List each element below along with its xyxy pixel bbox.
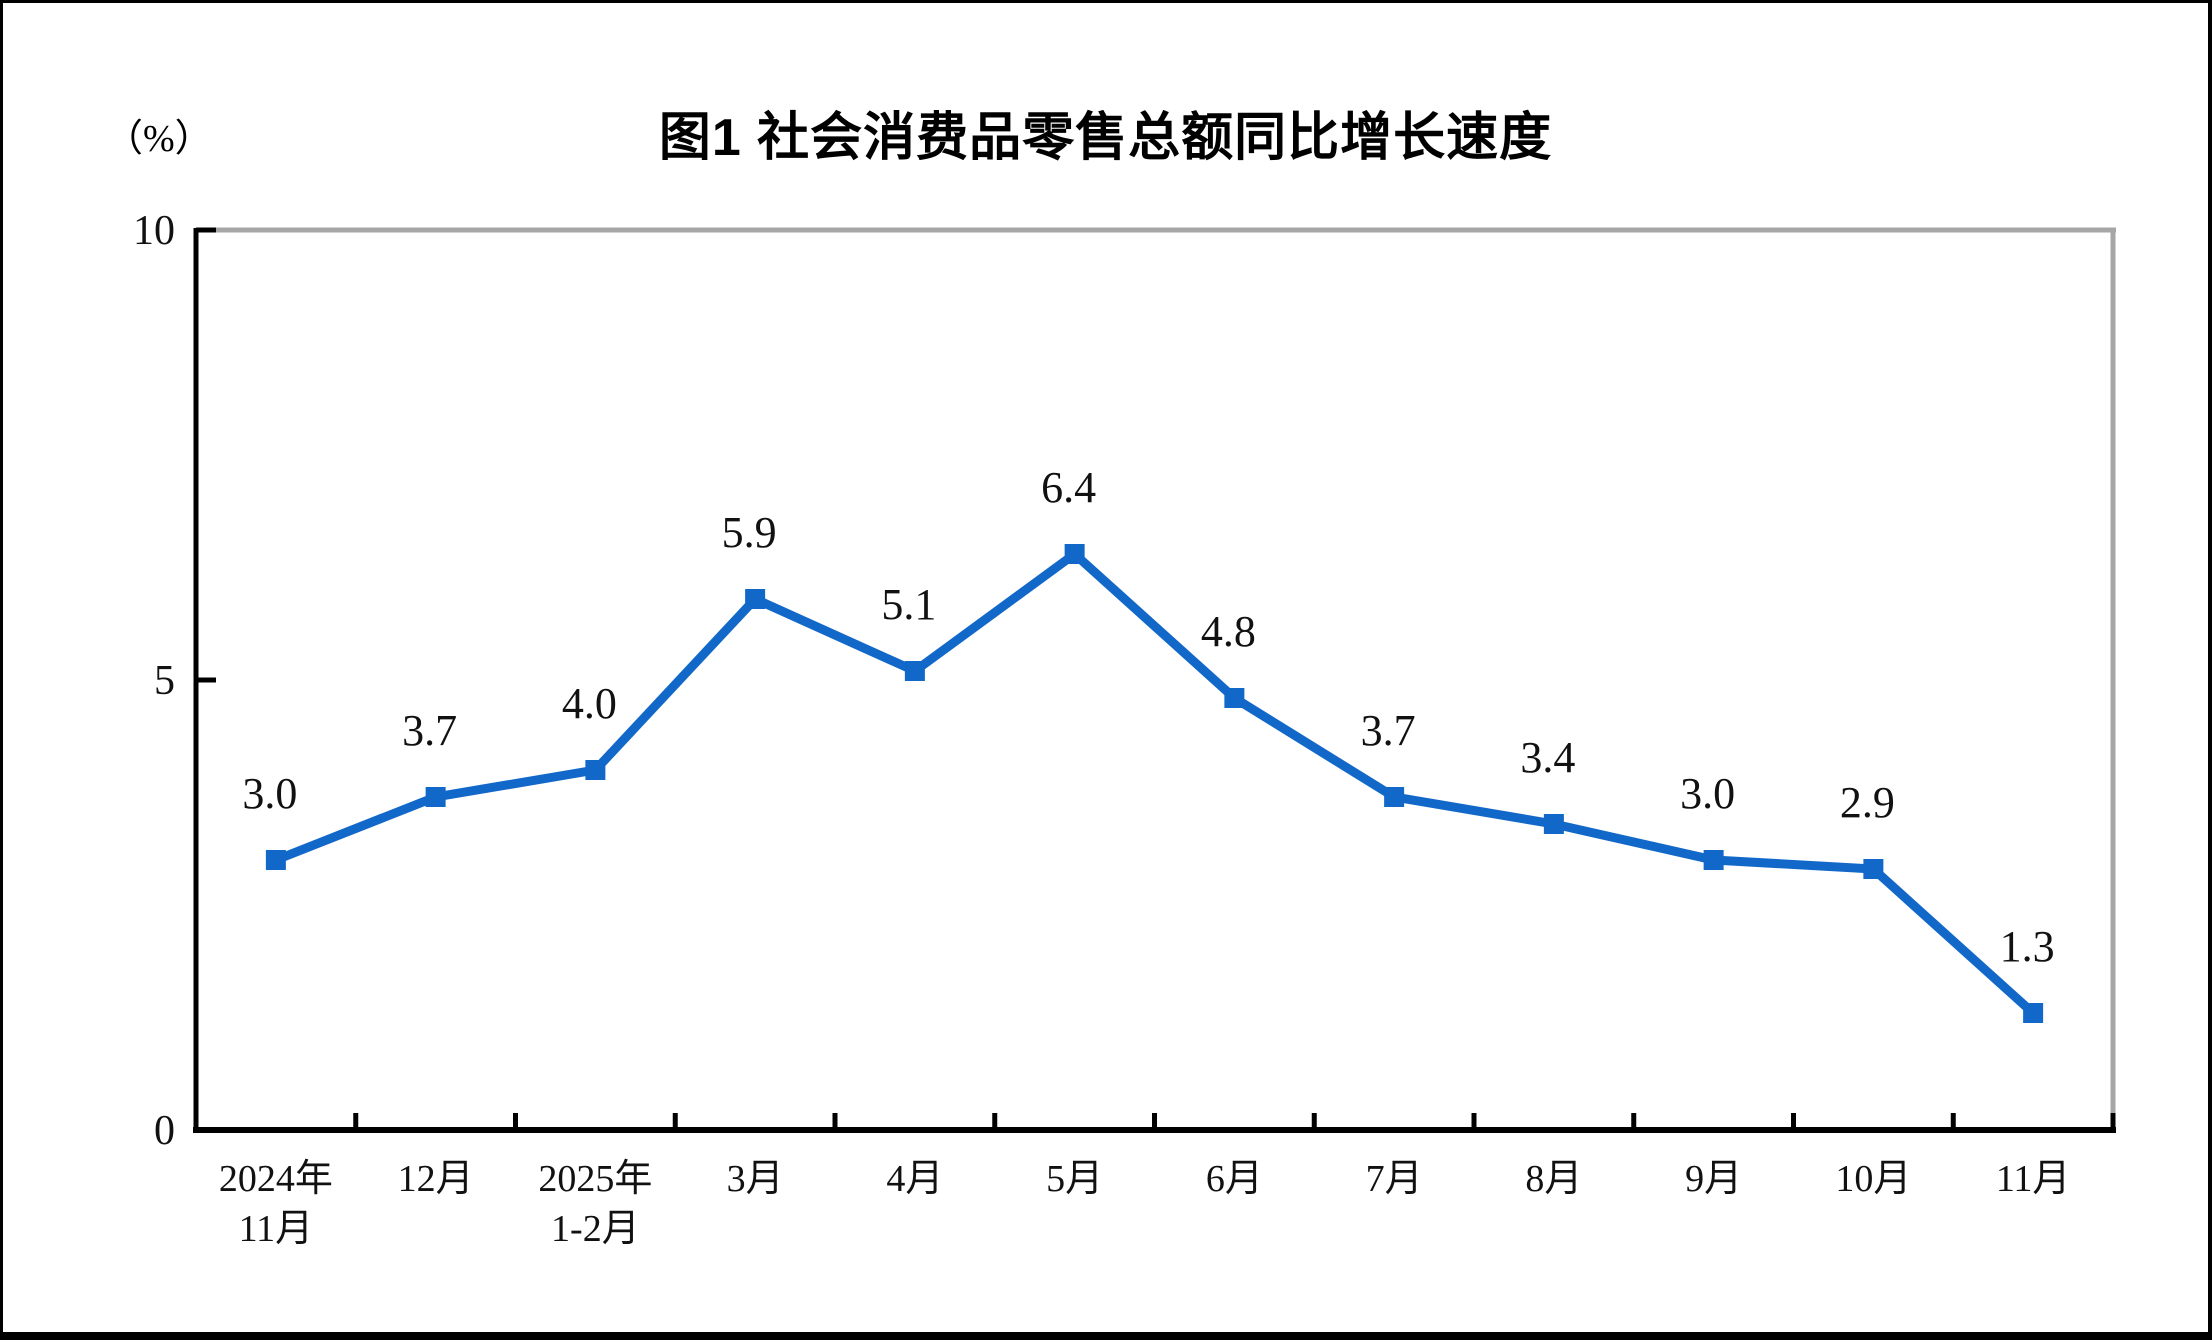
data-point-label: 3.7: [1361, 706, 1416, 755]
data-point-label: 3.4: [1520, 733, 1575, 782]
x-tick-label: 12月: [398, 1158, 474, 1200]
x-tick-label: 10月: [1835, 1158, 1911, 1200]
data-point-marker: [1863, 859, 1884, 879]
x-tick-label: 4月: [886, 1158, 943, 1200]
data-point-marker: [1703, 850, 1724, 870]
data-point-marker: [1224, 688, 1245, 708]
data-point-label: 4.0: [562, 679, 617, 728]
data-point-marker: [2023, 1003, 2044, 1023]
data-point-label: 3.7: [402, 706, 457, 755]
x-tick-label: 5月: [1046, 1158, 1103, 1200]
line-chart-canvas: 0 5 10 2024年 11月 12月 2025年 1-2月 3月 4月 5月 6月 7月 8月 9月 10…: [133, 208, 2116, 1250]
data-point-label: 5.1: [881, 580, 936, 629]
y-tick-label: 10: [133, 208, 175, 254]
data-point-marker: [1064, 544, 1085, 564]
data-point-label: 4.8: [1201, 607, 1256, 656]
x-tick-label: 3月: [727, 1158, 784, 1200]
data-point-label: 5.9: [722, 508, 777, 557]
data-point-marker: [585, 760, 606, 780]
chart-title: 图1 社会消费品零售总额同比增长速度: [658, 109, 1553, 167]
data-point-marker: [745, 589, 766, 609]
x-tick-label: 6月: [1206, 1158, 1263, 1200]
x-tick-label: 2025年 1-2月: [538, 1158, 652, 1250]
x-tick-label: 11月: [1996, 1158, 2071, 1200]
data-point-marker: [904, 661, 925, 681]
y-tick-label: 0: [154, 1108, 175, 1154]
y-axis-unit-label: （%）: [105, 118, 213, 160]
data-point-label: 3.0: [1680, 769, 1735, 818]
x-tick-label: 8月: [1525, 1158, 1582, 1200]
data-point-marker: [1384, 787, 1405, 807]
x-tick-label: 2024年 11月: [219, 1158, 333, 1250]
data-point-label: 6.4: [1041, 463, 1096, 512]
x-tick-label: 7月: [1366, 1158, 1423, 1200]
data-point-marker: [265, 850, 286, 870]
data-point-label: 1.3: [2000, 922, 2055, 971]
data-point-marker: [425, 787, 446, 807]
y-tick-label: 5: [154, 658, 175, 704]
data-series-line: [274, 548, 2037, 1017]
data-point-marker: [1543, 814, 1564, 834]
data-point-label: 2.9: [1840, 778, 1895, 827]
data-point-label: 3.0: [242, 769, 297, 818]
x-tick-label: 9月: [1685, 1158, 1742, 1200]
